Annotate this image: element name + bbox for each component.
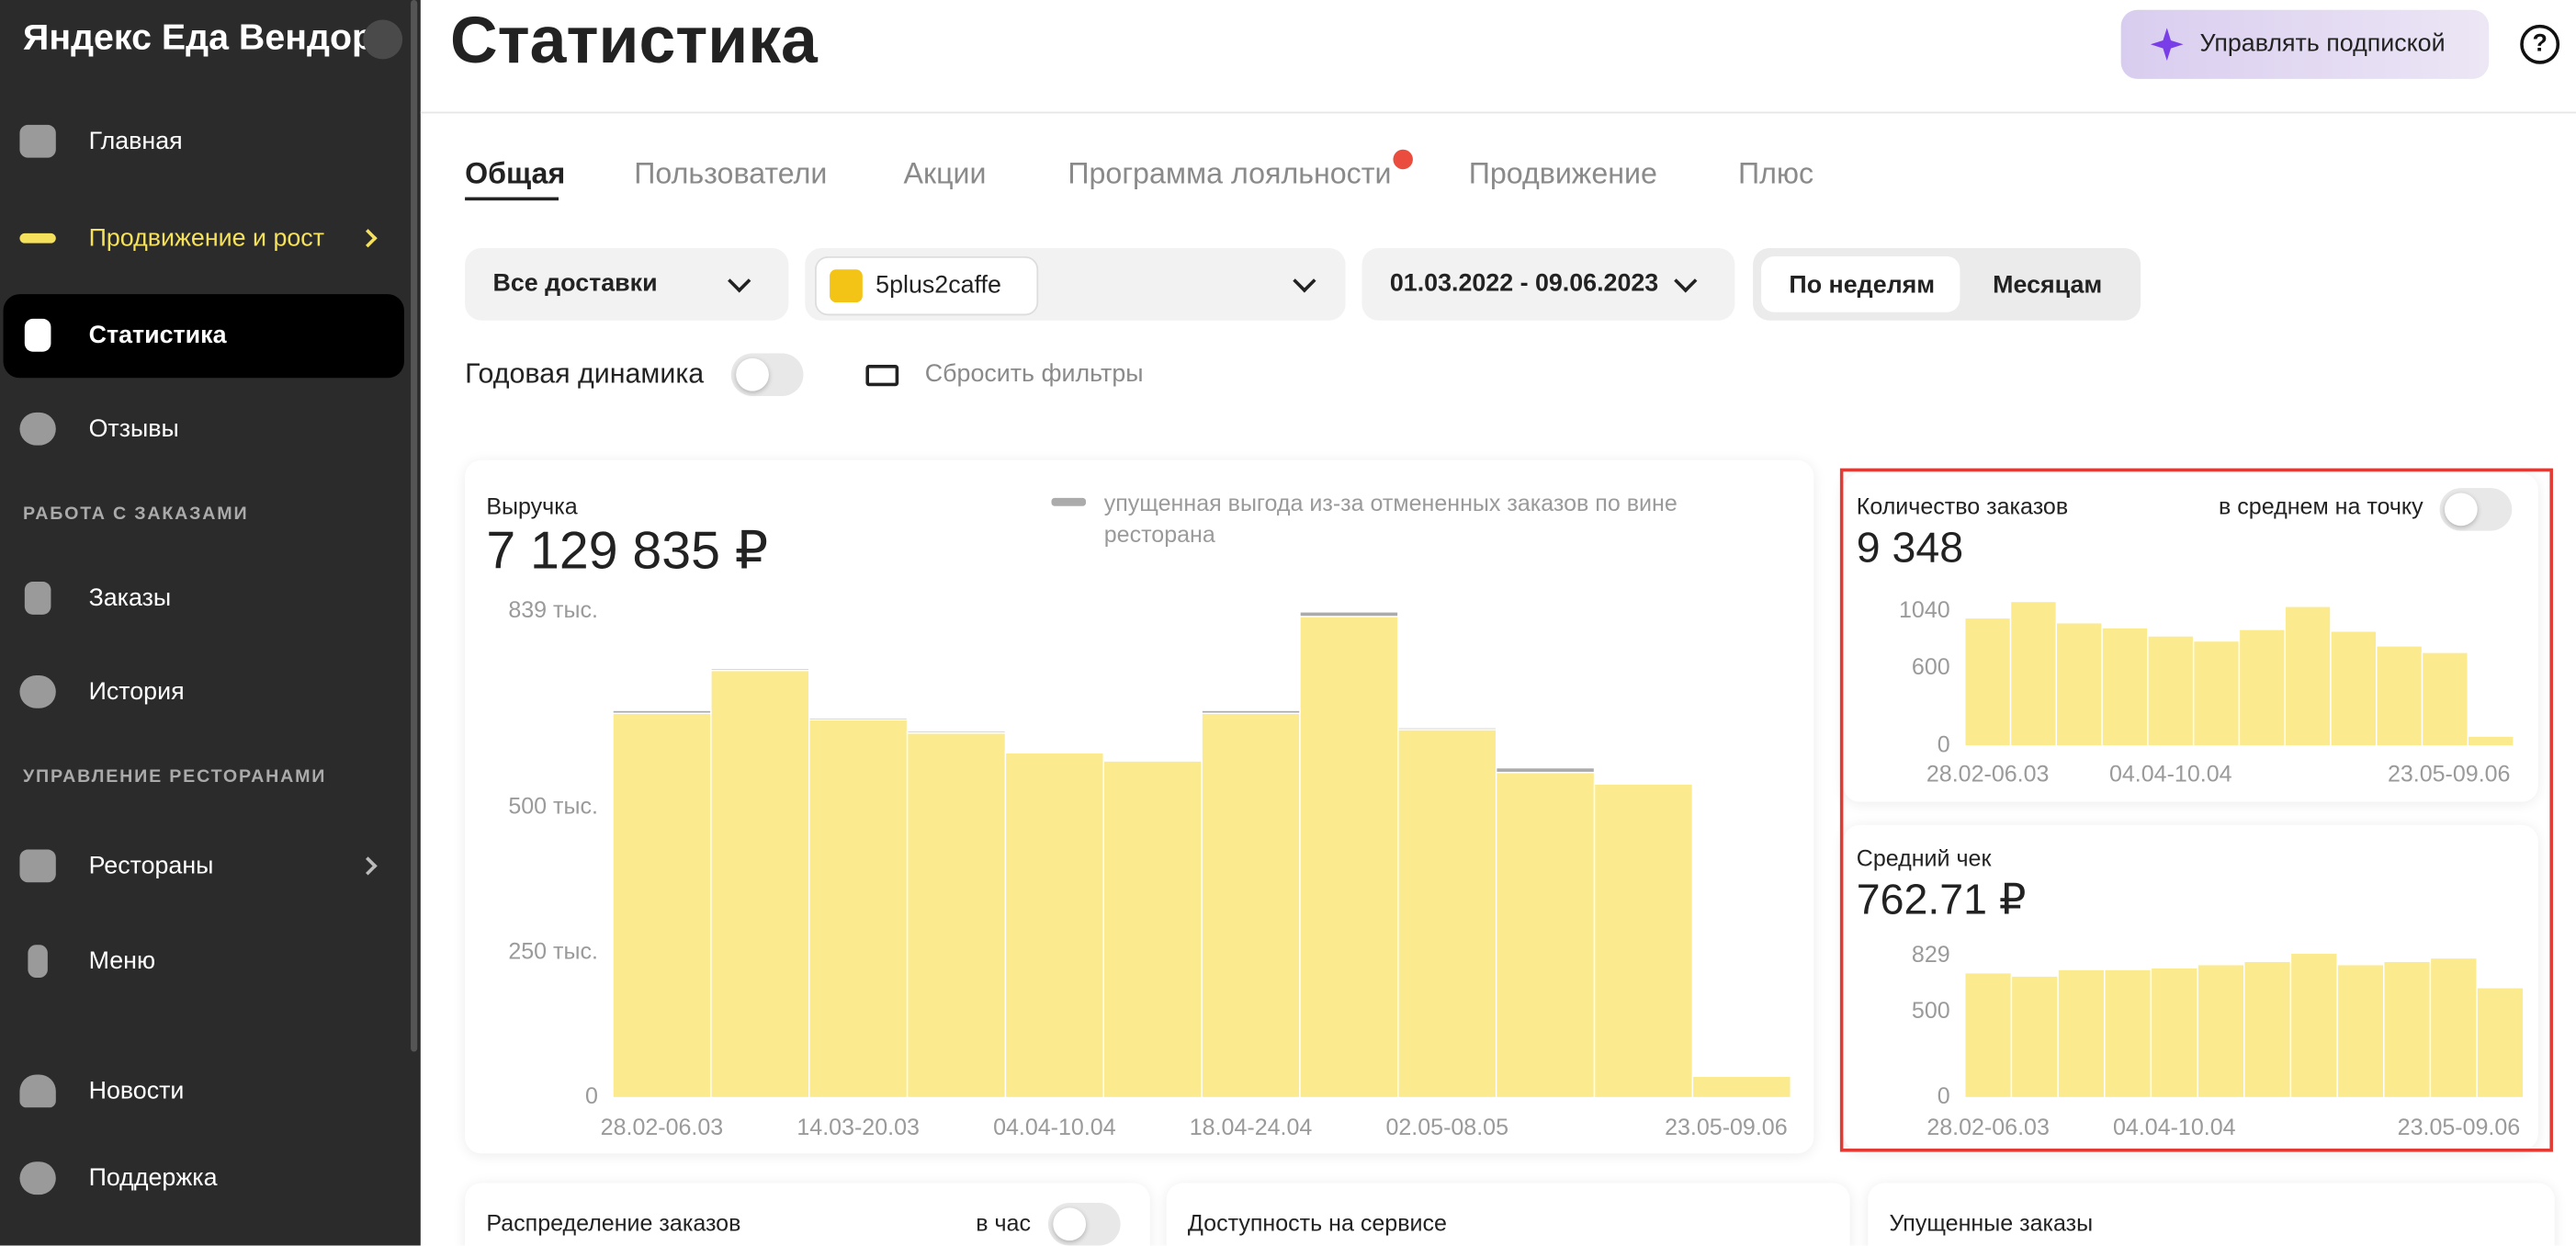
restaurant-logo (830, 269, 863, 303)
yearly-toggle[interactable] (730, 353, 804, 396)
legend-swatch (1051, 497, 1087, 506)
icon (28, 945, 48, 979)
granularity-switch: По неделям Месяцам (1753, 248, 2141, 321)
nav-item[interactable]: Новости (88, 1077, 185, 1105)
collapse-button[interactable] (363, 19, 403, 60)
icon (19, 1074, 56, 1108)
period-select[interactable]: 01.03.2022 - 09.06.2023 (1361, 248, 1735, 321)
nav-item[interactable]: Заказы (88, 583, 172, 613)
reset-filters[interactable]: Сбросить фильтры (924, 359, 1144, 389)
nav-item[interactable]: Поддержка (88, 1163, 218, 1193)
icon (19, 1161, 56, 1195)
tab[interactable]: Акции (903, 156, 987, 190)
highlight-frame (1839, 468, 2553, 1152)
arrow (358, 856, 378, 876)
icon (19, 124, 56, 158)
hourly-toggle[interactable] (1047, 1203, 1121, 1246)
tab[interactable]: Программа лояльности (1068, 156, 1392, 190)
card-total: 9 348 (1856, 522, 1964, 572)
restaurant-chip: 5plus2caffe (814, 255, 1039, 316)
button-label: Управлять подпиской (2199, 29, 2446, 58)
restaurant-name: 5plus2caffe (876, 271, 1001, 300)
nav-item[interactable]: История (88, 677, 185, 707)
nav-item[interactable]: Рестораны (88, 852, 214, 880)
section-title: РАБОТА С ЗАКАЗАМИ (23, 504, 249, 525)
scrollbar (411, 0, 418, 1052)
icon (19, 674, 56, 708)
distribution-card: Распределение заказов в час (465, 1183, 1150, 1246)
delivery-select[interactable]: Все доставки (465, 248, 789, 321)
tab[interactable]: Продвижение (1468, 156, 1657, 190)
card-title: Выручка (486, 493, 578, 520)
restaurant-select[interactable]: 5plus2caffe (805, 248, 1346, 321)
select-label: Все доставки (492, 269, 658, 298)
chevron (1293, 269, 1316, 293)
icon (24, 318, 51, 352)
reset-icon (865, 364, 899, 387)
nav-item[interactable]: Отзывы (88, 414, 179, 443)
card-title: Распределение заказов (486, 1209, 741, 1236)
segment-label[interactable]: Месяцам (1993, 271, 2103, 300)
card-title: Количество заказов (1856, 493, 2069, 520)
nav-item[interactable]: Продвижение и рост (88, 224, 324, 253)
revenue-card: Выручка 7 129 835 ₽ упущенная выгода из-… (465, 459, 1814, 1154)
icon (24, 582, 51, 615)
legend-label: упущенная выгода из-за отмененных заказо… (1103, 489, 1678, 548)
orders-card: Количество заказов 9 348 в среднем на то… (1843, 473, 2538, 802)
star-icon (2150, 28, 2184, 62)
card-title: Доступность на сервисе (1187, 1209, 1447, 1236)
card-total: 762.71 ₽ (1856, 874, 2027, 924)
nav-item[interactable]: Главная (88, 127, 183, 155)
help-button[interactable]: ? (2520, 24, 2560, 64)
tab[interactable]: Пользователи (634, 156, 828, 190)
subscription-button[interactable]: Управлять подпиской (2120, 9, 2490, 79)
yearly-label: Годовая динамика (465, 357, 705, 390)
chevron (728, 269, 751, 293)
tab-underline (465, 197, 559, 201)
active-item-bg (3, 294, 404, 379)
segment-label[interactable]: По неделям (1789, 271, 1936, 300)
toggle-label: в среднем на точку (2219, 493, 2423, 520)
card-total: 7 129 835 ₽ (486, 520, 769, 581)
brand: Яндекс Еда Вендор (23, 16, 375, 58)
nav-item[interactable]: Меню (88, 946, 156, 976)
nav-item[interactable]: Статистика (88, 321, 227, 350)
sidebar: Яндекс Еда Вендор Главная Продвижение и … (0, 0, 421, 1246)
chevron (1674, 269, 1698, 293)
notification-dot (1393, 149, 1413, 170)
page-title: Статистика (449, 5, 818, 78)
icon (19, 849, 56, 883)
header-divider (420, 111, 2576, 114)
card-title: Средний чек (1856, 844, 1992, 871)
card-title: Упущенные заказы (1889, 1209, 2094, 1236)
icon (19, 412, 56, 446)
tab[interactable]: Общая (465, 156, 566, 190)
period-label: 01.03.2022 - 09.06.2023 (1389, 269, 1659, 298)
tab[interactable]: Плюс (1737, 156, 1814, 190)
missed-card: Упущенные заказы (1868, 1183, 2555, 1246)
icon (19, 232, 56, 244)
section-title: УПРАВЛЕНИЕ РЕСТОРАНАМИ (23, 767, 327, 787)
segment-active[interactable] (1761, 255, 1960, 312)
toggle-label: в час (976, 1209, 1031, 1236)
arrow (358, 229, 378, 248)
availability-card: Доступность на сервисе (1166, 1183, 1850, 1246)
average-toggle[interactable] (2439, 488, 2513, 531)
